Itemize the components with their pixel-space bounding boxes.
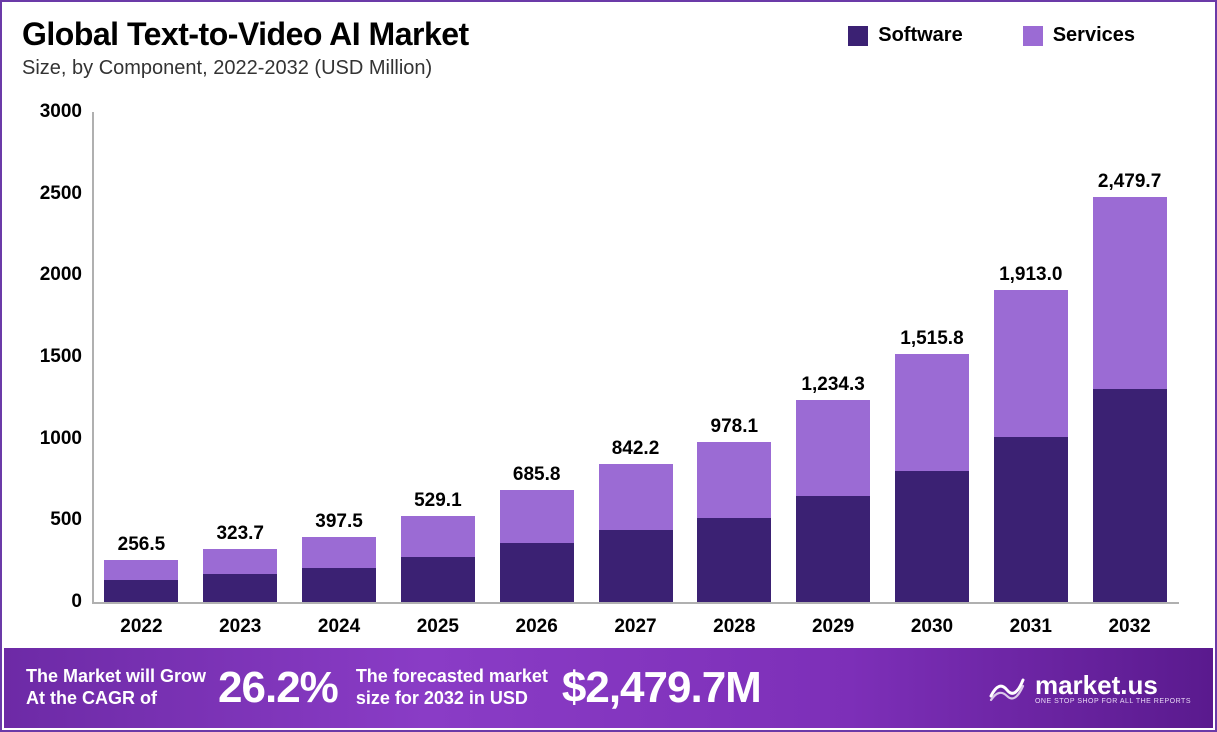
x-axis-label: 2027 (614, 616, 656, 638)
x-axis-label: 2024 (318, 616, 360, 638)
legend-item-software: Software (848, 24, 962, 47)
logo-icon (987, 668, 1027, 708)
bar-segment (796, 496, 870, 602)
x-axis-label: 2023 (219, 616, 261, 638)
footer-text-line: size for 2032 in USD (356, 688, 548, 710)
y-axis-tick: 0 (22, 591, 82, 613)
bar-segment (895, 354, 969, 471)
footer-forecast-label: The forecasted market size for 2032 in U… (356, 666, 548, 709)
brand-logo: market.us ONE STOP SHOP FOR ALL THE REPO… (987, 668, 1191, 708)
bar-segment (1093, 197, 1167, 389)
x-axis-label: 2026 (516, 616, 558, 638)
bar-segment (401, 557, 475, 602)
footer-text-line: At the CAGR of (26, 688, 206, 710)
legend-swatch (1023, 26, 1043, 46)
y-axis-line (92, 112, 94, 602)
header: Global Text-to-Video AI Market Size, by … (2, 2, 1215, 86)
bar-total-label: 2,479.7 (1098, 171, 1161, 193)
bar-segment (104, 560, 178, 580)
bar-segment (203, 549, 277, 574)
bar-total-label: 256.5 (118, 534, 166, 556)
bar-segment (599, 530, 673, 602)
bar-segment (104, 580, 178, 602)
bar-segment (994, 290, 1068, 437)
legend-swatch (848, 26, 868, 46)
bar-total-label: 323.7 (216, 523, 264, 545)
bar-total-label: 978.1 (711, 416, 759, 438)
bar-total-label: 842.2 (612, 438, 660, 460)
y-axis-tick: 1000 (22, 428, 82, 450)
legend-label: Services (1053, 24, 1135, 47)
footer-cagr-label: The Market will Grow At the CAGR of (26, 666, 206, 709)
bar-segment (302, 568, 376, 602)
bar-total-label: 1,234.3 (801, 374, 864, 396)
bar-total-label: 1,913.0 (999, 264, 1062, 286)
bar-segment (796, 400, 870, 495)
x-axis-label: 2032 (1108, 616, 1150, 638)
legend: Software Services (848, 24, 1135, 47)
x-axis-label: 2022 (120, 616, 162, 638)
bar-segment (500, 490, 574, 543)
y-axis-tick: 500 (22, 509, 82, 531)
x-axis-label: 2025 (417, 616, 459, 638)
bar-total-label: 397.5 (315, 511, 363, 533)
bar-segment (599, 464, 673, 530)
chart-subtitle: Size, by Component, 2022-2032 (USD Milli… (22, 57, 1195, 80)
legend-item-services: Services (1023, 24, 1135, 47)
footer-forecast-value: $2,479.7M (562, 663, 761, 713)
x-axis-label: 2030 (911, 616, 953, 638)
x-axis-label: 2029 (812, 616, 854, 638)
footer-cagr-value: 26.2% (218, 663, 338, 713)
footer-banner: The Market will Grow At the CAGR of 26.2… (4, 648, 1213, 728)
bar-segment (203, 574, 277, 602)
footer-text-line: The forecasted market (356, 666, 548, 688)
x-axis-line (92, 602, 1179, 604)
y-axis-tick: 3000 (22, 101, 82, 123)
legend-label: Software (878, 24, 962, 47)
bar-segment (500, 543, 574, 602)
bar-total-label: 685.8 (513, 464, 561, 486)
x-axis-label: 2031 (1010, 616, 1052, 638)
bar-total-label: 1,515.8 (900, 328, 963, 350)
chart-area: 0 500 1000 1500 2000 2500 3000 256.5 2022 323.7 20… (22, 92, 1195, 637)
logo-name: market.us (1035, 672, 1191, 698)
y-axis-tick: 2500 (22, 183, 82, 205)
footer-text-line: The Market will Grow (26, 666, 206, 688)
x-axis-label: 2028 (713, 616, 755, 638)
bar-total-label: 529.1 (414, 490, 462, 512)
infographic-frame: Global Text-to-Video AI Market Size, by … (0, 0, 1217, 732)
y-axis-tick: 1500 (22, 346, 82, 368)
bar-segment (1093, 389, 1167, 602)
bar-segment (697, 442, 771, 518)
bar-segment (401, 516, 475, 557)
y-axis-tick: 2000 (22, 264, 82, 286)
bar-segment (697, 518, 771, 602)
bar-segment (994, 437, 1068, 602)
bar-segment (302, 537, 376, 568)
logo-text: market.us ONE STOP SHOP FOR ALL THE REPO… (1035, 672, 1191, 705)
bar-segment (895, 471, 969, 602)
logo-tagline: ONE STOP SHOP FOR ALL THE REPORTS (1035, 698, 1191, 705)
